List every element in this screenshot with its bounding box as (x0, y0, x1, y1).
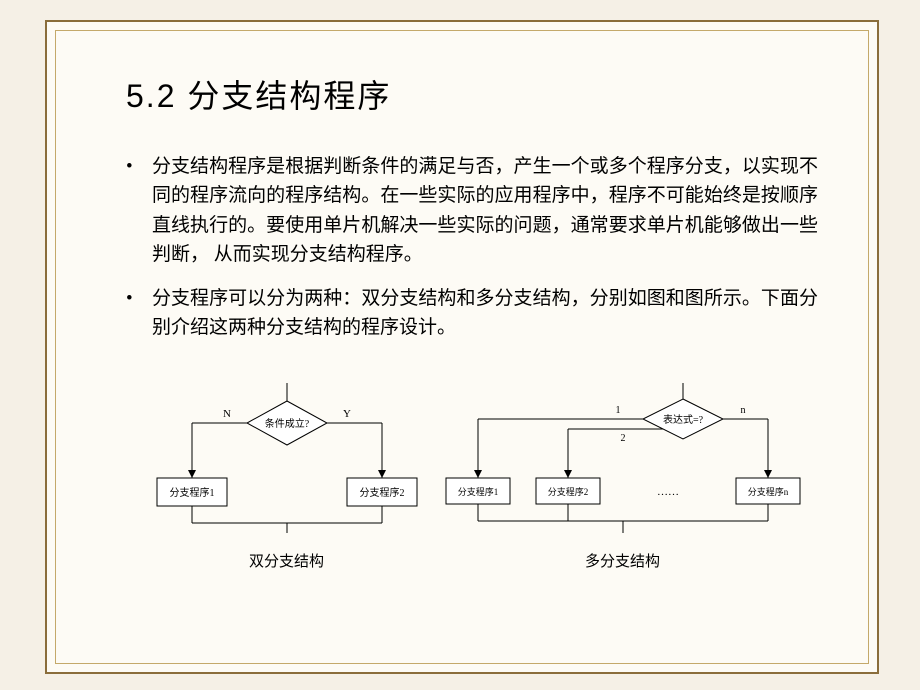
slide-inner-frame: 5.2 分支结构程序 • 分支结构程序是根据判断条件的满足与否，产生一个或多个程… (55, 30, 869, 664)
flowchart-two-branch-svg: 条件成立? N Y 分支程序1 分支程序2 (137, 383, 437, 533)
box-dots: …… (657, 486, 679, 498)
diagram1-caption: 双分支结构 (137, 550, 437, 571)
bullet-text-2: 分支程序可以分为两种：双分支结构和多分支结构，分别如图和图所示。下面分别介绍这两… (152, 284, 818, 343)
branch-n-label-2: n (740, 405, 745, 416)
diagram-multi-branch: 表达式=? 1 2 n 分支程序1 (438, 383, 808, 571)
branch-n-label: N (223, 408, 231, 420)
branch-y-label: Y (343, 408, 351, 420)
bullet-dot: • (126, 152, 152, 270)
flowchart-multi-branch-svg: 表达式=? 1 2 n 分支程序1 (438, 383, 808, 533)
slide-content: 5.2 分支结构程序 • 分支结构程序是根据判断条件的满足与否，产生一个或多个程… (56, 31, 868, 591)
bullet-item-2: • 分支程序可以分为两种：双分支结构和多分支结构，分别如图和图所示。下面分别介绍… (126, 284, 818, 343)
branch-2-label: 2 (620, 433, 625, 444)
slide-outer-frame: 5.2 分支结构程序 • 分支结构程序是根据判断条件的满足与否，产生一个或多个程… (45, 20, 879, 674)
box-m2: 分支程序2 (547, 486, 588, 497)
diagram-row: 条件成立? N Y 分支程序1 分支程序2 (126, 383, 818, 571)
box-m1: 分支程序1 (457, 486, 498, 497)
bullet-item-1: • 分支结构程序是根据判断条件的满足与否，产生一个或多个程序分支，以实现不同的程… (126, 152, 818, 270)
decision-label: 条件成立? (264, 417, 309, 430)
decision-label-2: 表达式=? (662, 413, 703, 426)
slide-title: 5.2 分支结构程序 (126, 71, 818, 117)
box2-label: 分支程序2 (359, 486, 404, 499)
box-mn: 分支程序n (747, 486, 788, 497)
diagram-two-branch: 条件成立? N Y 分支程序1 分支程序2 (137, 383, 437, 571)
box1-label: 分支程序1 (169, 486, 214, 499)
branch-1-label: 1 (615, 405, 620, 416)
bullet-dot: • (126, 284, 152, 343)
diagram2-caption: 多分支结构 (438, 550, 808, 571)
bullet-text-1: 分支结构程序是根据判断条件的满足与否，产生一个或多个程序分支，以实现不同的程序流… (152, 152, 818, 270)
